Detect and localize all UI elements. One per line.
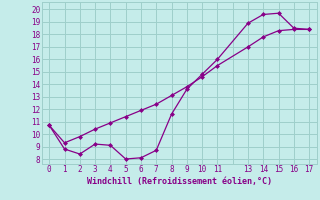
X-axis label: Windchill (Refroidissement éolien,°C): Windchill (Refroidissement éolien,°C) (87, 177, 272, 186)
